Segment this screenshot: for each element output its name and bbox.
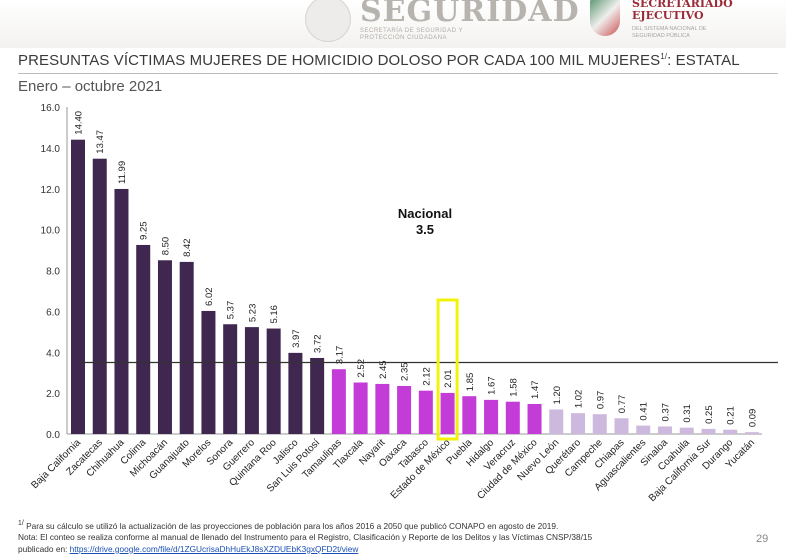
source-link[interactable]: https://drive.google.com/file/d/1ZGUcris… xyxy=(69,543,359,554)
header: SEGURIDAD SECRETARÍA DE SEGURIDAD Y PROT… xyxy=(0,0,786,48)
bar xyxy=(484,399,499,434)
seguridad-logo-sub: SECRETARÍA DE SEGURIDAD Y PROTECCIÓN CIU… xyxy=(360,28,463,41)
data-label: 1.85 xyxy=(465,373,476,392)
data-label: 2.45 xyxy=(378,360,389,379)
title-tail: : ESTATAL xyxy=(667,52,740,69)
bar xyxy=(310,357,325,434)
title-text: PRESUNTAS VÍCTIMAS MUJERES DE HOMICIDIO … xyxy=(18,52,661,69)
data-label: 3.17 xyxy=(334,346,345,365)
data-label: 1.20 xyxy=(552,386,563,405)
data-label: 0.41 xyxy=(639,402,650,421)
data-label: 3.72 xyxy=(313,334,324,353)
data-label: 11.99 xyxy=(117,161,128,184)
bar xyxy=(397,385,412,434)
data-label: 8.50 xyxy=(160,237,171,256)
data-label: 0.21 xyxy=(726,406,737,425)
secretariado-logo-sub: DEL SISTEMA NACIONAL DE SEGURIDAD PÚBLIC… xyxy=(632,26,707,39)
bar xyxy=(223,324,238,434)
data-label: 1.67 xyxy=(487,376,498,395)
data-label: 3.97 xyxy=(291,329,302,348)
bar xyxy=(418,390,433,434)
bar xyxy=(723,429,738,434)
bar xyxy=(92,158,107,434)
bar xyxy=(114,188,129,434)
highlight-box xyxy=(436,298,459,441)
bar xyxy=(71,139,85,434)
data-label: 2.12 xyxy=(421,367,432,386)
data-label: 6.02 xyxy=(204,287,215,306)
y-tick-label: 16.0 xyxy=(41,103,61,114)
bar xyxy=(440,392,455,434)
data-label: 2.35 xyxy=(400,362,411,381)
footnote: 1/ Para su cálculo se utilizó la actuali… xyxy=(18,518,592,532)
bar xyxy=(505,401,520,434)
y-tick-label: 8.0 xyxy=(46,267,60,278)
title-sup: 1/ xyxy=(660,52,668,61)
data-label: 8.42 xyxy=(182,238,193,257)
bar xyxy=(331,369,346,434)
data-label: 1.47 xyxy=(530,380,541,399)
bar xyxy=(636,425,651,434)
divider xyxy=(18,73,778,74)
footnote-sup: 1/ xyxy=(18,520,24,527)
seguridad-logo: SEGURIDAD xyxy=(360,0,580,29)
y-tick-label: 12.0 xyxy=(41,185,61,196)
data-label: 0.09 xyxy=(747,409,758,428)
page-number: 29 xyxy=(756,533,769,545)
data-label: 0.31 xyxy=(682,404,693,423)
data-label: 13.47 xyxy=(95,130,106,154)
page-subtitle: Enero – octubre 2021 xyxy=(18,78,163,95)
bar xyxy=(592,414,607,434)
bar xyxy=(744,432,759,434)
y-tick-label: 4.0 xyxy=(46,348,60,359)
data-label: 0.37 xyxy=(660,403,671,422)
y-tick-label: 14.0 xyxy=(41,144,61,155)
note-published: publicado en: https://drive.google.com/f… xyxy=(18,544,592,555)
bar xyxy=(527,403,542,434)
bar-chart: 0.02.04.06.08.010.012.014.016.014.40Baja… xyxy=(29,103,778,504)
bar xyxy=(549,409,564,434)
data-label: 5.37 xyxy=(226,301,237,320)
data-label: 2.01 xyxy=(443,369,454,388)
bar xyxy=(244,327,259,434)
national-label: Nacional xyxy=(398,206,452,221)
sesnsp-shield-logo xyxy=(590,0,620,36)
page-title: PRESUNTAS VÍCTIMAS MUJERES DE HOMICIDIO … xyxy=(18,52,740,69)
data-label: 9.25 xyxy=(139,221,150,240)
mexico-seal-logo xyxy=(305,0,351,42)
bar xyxy=(157,260,172,434)
bar xyxy=(679,427,694,434)
data-label: 0.77 xyxy=(617,395,628,414)
footnotes: 1/ Para su cálculo se utilizó la actuali… xyxy=(18,518,592,555)
data-label: 1.58 xyxy=(508,378,519,397)
bar xyxy=(701,428,716,434)
y-tick-label: 10.0 xyxy=(41,226,61,237)
data-label: 2.52 xyxy=(356,359,367,378)
y-tick-label: 6.0 xyxy=(46,307,60,318)
data-label: 0.97 xyxy=(595,391,606,410)
data-label: 1.02 xyxy=(574,390,585,409)
bar xyxy=(657,426,672,434)
bar xyxy=(614,418,629,434)
secretariado-logo: SECRETARIADO EJECUTIVO xyxy=(632,0,733,22)
footnote-text: Para su cálculo se utilizó la actualizac… xyxy=(26,520,559,531)
bar xyxy=(375,383,390,434)
bar xyxy=(288,352,303,434)
bar xyxy=(266,328,281,434)
note-published-text: publicado en: xyxy=(18,543,70,554)
y-tick-label: 2.0 xyxy=(46,389,60,400)
bar xyxy=(353,382,368,434)
y-tick-label: 0.0 xyxy=(46,430,60,441)
bar xyxy=(136,244,151,434)
note: Nota: El conteo se realiza conforme al m… xyxy=(18,532,593,543)
bar xyxy=(201,310,216,434)
data-label: 5.23 xyxy=(247,304,258,323)
data-label: 14.40 xyxy=(74,111,85,135)
data-label: 0.25 xyxy=(704,405,715,424)
data-label: 5.16 xyxy=(269,305,280,324)
bar xyxy=(571,413,586,434)
bar xyxy=(462,396,477,434)
bar xyxy=(179,261,194,434)
national-value: 3.5 xyxy=(416,222,434,237)
